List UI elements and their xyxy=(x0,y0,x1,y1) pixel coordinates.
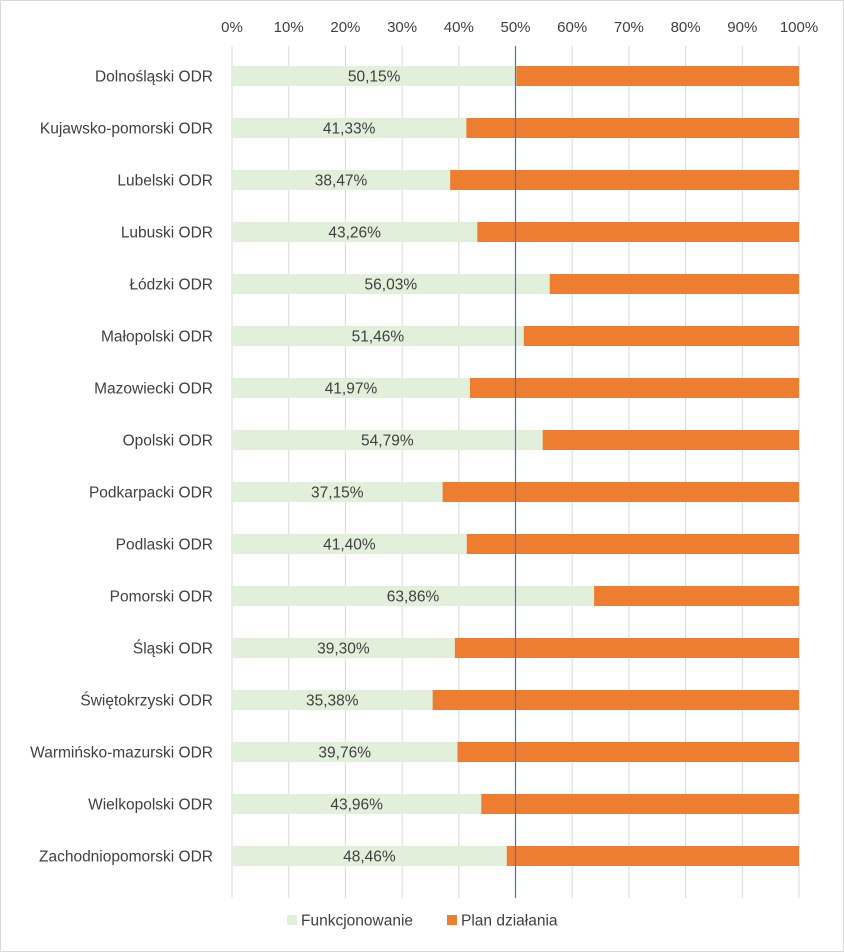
bar-plan-dzialania xyxy=(454,638,799,658)
x-tick-label: 100% xyxy=(780,19,818,36)
x-tick-label: 40% xyxy=(444,19,474,36)
category-label: Małopolski ODR xyxy=(101,329,213,346)
bar-funkcjonowanie xyxy=(232,690,433,710)
bar-plan-dzialania xyxy=(481,794,799,814)
x-tick-label: 10% xyxy=(274,19,304,36)
category-label: Łódzki ODR xyxy=(129,277,213,294)
bar-plan-dzialania xyxy=(450,170,799,190)
x-axis-tick-labels: 0% 10% 20% 30% 40% 50% 60% 70% 80% 90% 100% xyxy=(221,19,818,36)
category-label: Warmińsko-mazurski ODR xyxy=(30,745,213,762)
data-label: 41,97% xyxy=(325,381,378,398)
bar-plan-dzialania xyxy=(516,66,799,86)
bar-plan-dzialania xyxy=(477,222,799,242)
data-label: 39,30% xyxy=(317,641,370,658)
category-label: Lubelski ODR xyxy=(117,173,213,190)
x-tick-label: 20% xyxy=(330,19,360,36)
data-label: 39,76% xyxy=(318,745,371,762)
bar-plan-dzialania xyxy=(442,482,799,502)
category-label: Kujawsko-pomorski ODR xyxy=(40,121,213,138)
category-label: Śląski ODR xyxy=(133,640,213,658)
bar-funkcjonowanie xyxy=(232,170,451,190)
bar-funkcjonowanie xyxy=(232,742,458,762)
data-label: 50,15% xyxy=(348,69,401,86)
category-label: Świętokrzyski ODR xyxy=(80,692,213,710)
bar-funkcjonowanie xyxy=(232,638,455,658)
bar-plan-dzialania xyxy=(457,742,799,762)
bar-plan-dzialania xyxy=(506,846,799,866)
x-tick-label: 80% xyxy=(671,19,701,36)
bar-funkcjonowanie xyxy=(232,66,517,86)
category-label: Podlaski ODR xyxy=(116,537,213,554)
x-tick-label: 30% xyxy=(387,19,417,36)
bar-funkcjonowanie xyxy=(232,794,482,814)
bars xyxy=(232,66,799,866)
bar-funkcjonowanie xyxy=(232,222,478,242)
category-label: Wielkopolski ODR xyxy=(88,797,213,814)
data-label: 48,46% xyxy=(343,849,396,866)
category-label: Dolnośląski ODR xyxy=(95,69,213,86)
data-label: 51,46% xyxy=(352,329,405,346)
category-label: Mazowiecki ODR xyxy=(94,381,213,398)
x-tick-label: 0% xyxy=(221,19,243,36)
data-label: 41,40% xyxy=(323,537,376,554)
x-tick-label: 90% xyxy=(727,19,757,36)
category-label: Podkarpacki ODR xyxy=(89,485,213,502)
bar-funkcjonowanie xyxy=(232,482,443,502)
x-tick-label: 50% xyxy=(500,19,530,36)
bar-plan-dzialania xyxy=(542,430,799,450)
x-tick-label: 60% xyxy=(557,19,587,36)
category-label: Zachodniopomorski ODR xyxy=(39,849,213,866)
data-labels: 50,15% 41,33% 38,47% 43,26% 56,03% 51,46% 41,9… xyxy=(306,69,440,866)
data-label: 37,15% xyxy=(311,485,364,502)
legend-label: Funkcjonowanie xyxy=(301,913,413,930)
bar-plan-dzialania xyxy=(523,326,799,346)
category-label: Opolski ODR xyxy=(123,433,213,450)
bar-plan-dzialania xyxy=(594,586,799,606)
legend-swatch-plan-dzialania xyxy=(447,915,457,925)
category-label: Lubuski ODR xyxy=(121,225,213,242)
bar-funkcjonowanie xyxy=(232,326,524,346)
bar-plan-dzialania xyxy=(466,118,799,138)
data-label: 43,96% xyxy=(330,797,383,814)
bar-plan-dzialania xyxy=(549,274,799,294)
data-label: 38,47% xyxy=(315,173,368,190)
data-label: 63,86% xyxy=(387,589,440,606)
data-label: 35,38% xyxy=(306,693,359,710)
bar-plan-dzialania xyxy=(466,534,799,554)
bar-funkcjonowanie xyxy=(232,378,470,398)
category-labels: Dolnośląski ODR Kujawsko-pomorski ODR Lube… xyxy=(30,69,213,866)
bar-funkcjonowanie xyxy=(232,846,507,866)
bar-funkcjonowanie xyxy=(232,534,467,554)
bar-funkcjonowanie xyxy=(232,274,550,294)
x-tick-label: 70% xyxy=(614,19,644,36)
legend-swatch-funkcjonowanie xyxy=(287,915,297,925)
bar-plan-dzialania xyxy=(432,690,799,710)
data-label: 54,79% xyxy=(361,433,414,450)
bar-funkcjonowanie xyxy=(232,430,543,450)
category-label: Pomorski ODR xyxy=(110,589,213,606)
data-label: 43,26% xyxy=(328,225,381,242)
bar-funkcjonowanie xyxy=(232,118,467,138)
legend: Funkcjonowanie Plan działania xyxy=(287,913,558,930)
data-label: 56,03% xyxy=(365,277,418,294)
legend-label: Plan działania xyxy=(461,913,558,930)
data-label: 41,33% xyxy=(323,121,376,138)
bar-plan-dzialania xyxy=(469,378,799,398)
bar-funkcjonowanie xyxy=(232,586,595,606)
